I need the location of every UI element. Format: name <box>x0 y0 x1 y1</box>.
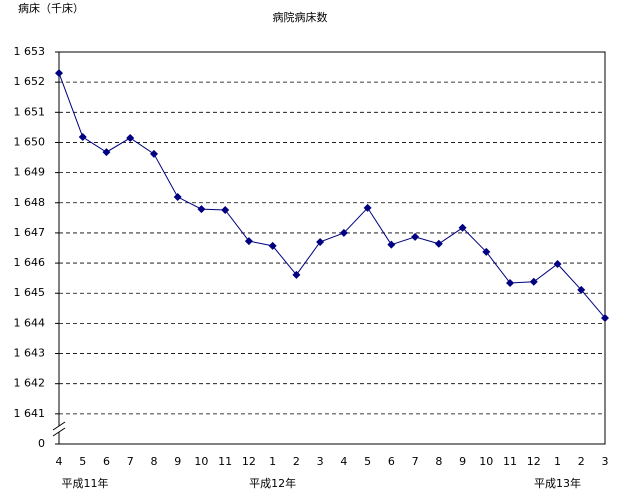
y-tick-label: 1 647 <box>14 226 46 239</box>
x-group-label: 平成12年 <box>249 476 296 490</box>
data-point <box>458 223 467 232</box>
data-point <box>102 148 111 157</box>
axis-break <box>52 421 66 431</box>
x-tick-label: 3 <box>317 455 324 468</box>
x-group-label: 平成13年 <box>534 476 581 490</box>
data-point <box>292 270 301 279</box>
x-tick-label: 2 <box>293 455 300 468</box>
data-point <box>268 241 277 250</box>
y-tick-label: 1 650 <box>14 135 46 148</box>
x-tick-label: 1 <box>554 455 561 468</box>
data-point <box>434 239 443 248</box>
data-point <box>197 205 206 214</box>
data-point <box>506 278 515 287</box>
x-tick-label: 12 <box>242 455 256 468</box>
data-point <box>577 285 586 294</box>
y-tick-label: 1 644 <box>14 316 46 329</box>
y-tick-label: 1 648 <box>14 196 46 209</box>
x-tick-label: 6 <box>103 455 110 468</box>
y-tick-label: 1 652 <box>14 75 46 88</box>
x-tick-label: 10 <box>479 455 493 468</box>
y-tick-label: 0 <box>38 437 45 450</box>
data-point <box>529 277 538 286</box>
x-tick-label: 3 <box>602 455 609 468</box>
x-tick-label: 11 <box>503 455 517 468</box>
data-point <box>149 149 158 158</box>
axis-break <box>52 427 66 437</box>
x-tick-label: 9 <box>459 455 466 468</box>
chart-title: 病院病床数 <box>273 10 328 24</box>
x-tick-label: 5 <box>79 455 86 468</box>
data-point <box>316 237 325 246</box>
y-tick-label: 1 642 <box>14 377 46 390</box>
x-tick-label: 11 <box>218 455 232 468</box>
x-tick-label: 4 <box>56 455 63 468</box>
x-tick-label: 4 <box>340 455 347 468</box>
y-axis-label: 病床（千床） <box>18 1 84 15</box>
y-tick-label: 1 645 <box>14 286 46 299</box>
data-point <box>601 313 609 322</box>
y-tick-label: 1 641 <box>14 407 46 420</box>
data-point <box>173 193 182 202</box>
data-point <box>55 69 63 78</box>
x-tick-label: 7 <box>412 455 419 468</box>
y-tick-label: 1 649 <box>14 166 46 179</box>
data-point <box>126 133 135 142</box>
x-tick-label: 5 <box>364 455 371 468</box>
data-point <box>221 206 230 215</box>
x-tick-label: 12 <box>527 455 541 468</box>
y-tick-label: 1 653 <box>14 45 46 58</box>
data-point <box>244 237 253 246</box>
plot-frame <box>58 51 606 445</box>
x-tick-label: 10 <box>194 455 208 468</box>
data-point <box>363 203 372 212</box>
x-tick-label: 7 <box>127 455 134 468</box>
axis-break-gap <box>53 426 65 432</box>
data-point <box>78 133 87 142</box>
x-group-label: 平成11年 <box>62 476 109 490</box>
x-tick-label: 2 <box>578 455 585 468</box>
x-tick-label: 8 <box>435 455 442 468</box>
x-tick-label: 6 <box>388 455 395 468</box>
x-tick-label: 1 <box>269 455 276 468</box>
data-point <box>482 247 491 256</box>
y-tick-label: 1 646 <box>14 256 46 269</box>
y-tick-label: 1 643 <box>14 347 46 360</box>
data-point <box>339 228 348 237</box>
data-point <box>411 232 420 241</box>
data-point <box>387 240 396 249</box>
data-point <box>553 259 562 268</box>
x-tick-label: 8 <box>150 455 157 468</box>
x-tick-label: 9 <box>174 455 181 468</box>
y-tick-label: 1 651 <box>14 105 46 118</box>
series-line <box>58 72 606 319</box>
